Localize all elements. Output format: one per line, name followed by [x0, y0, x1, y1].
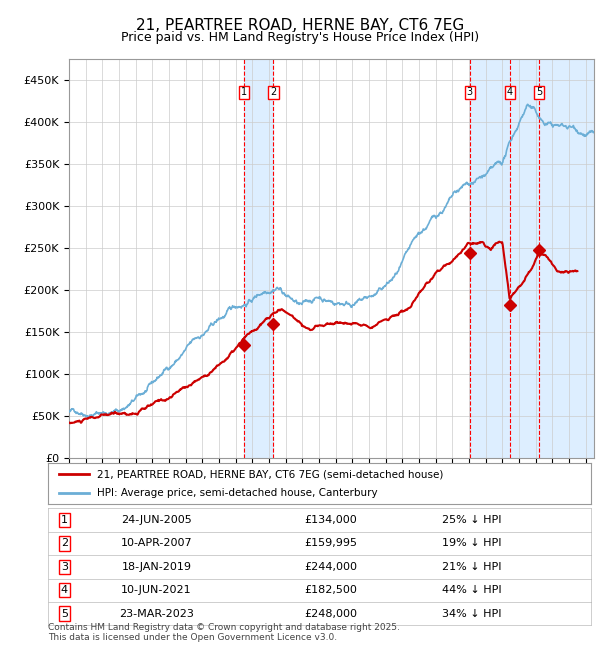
Text: 18-JAN-2019: 18-JAN-2019 — [122, 562, 191, 572]
Text: 10-APR-2007: 10-APR-2007 — [121, 538, 193, 549]
Text: Price paid vs. HM Land Registry's House Price Index (HPI): Price paid vs. HM Land Registry's House … — [121, 31, 479, 44]
Text: 4: 4 — [506, 88, 513, 97]
Bar — [509, 58, 539, 458]
Text: 3: 3 — [467, 88, 473, 97]
Text: 21, PEARTREE ROAD, HERNE BAY, CT6 7EG (semi-detached house): 21, PEARTREE ROAD, HERNE BAY, CT6 7EG (s… — [97, 469, 443, 479]
Text: £244,000: £244,000 — [304, 562, 357, 572]
Text: 21, PEARTREE ROAD, HERNE BAY, CT6 7EG: 21, PEARTREE ROAD, HERNE BAY, CT6 7EG — [136, 18, 464, 33]
Text: 4: 4 — [61, 585, 68, 595]
Text: 1: 1 — [61, 515, 68, 525]
Text: 2: 2 — [61, 538, 68, 549]
Bar — [244, 58, 274, 458]
Text: 23-MAR-2023: 23-MAR-2023 — [119, 608, 194, 619]
Text: 5: 5 — [536, 88, 542, 97]
Text: £248,000: £248,000 — [304, 608, 357, 619]
Text: 25% ↓ HPI: 25% ↓ HPI — [442, 515, 501, 525]
Text: £182,500: £182,500 — [304, 585, 357, 595]
Bar — [539, 58, 594, 458]
Text: 21% ↓ HPI: 21% ↓ HPI — [442, 562, 501, 572]
Text: Contains HM Land Registry data © Crown copyright and database right 2025.
This d: Contains HM Land Registry data © Crown c… — [48, 623, 400, 642]
Text: 1: 1 — [241, 88, 247, 97]
Text: 3: 3 — [61, 562, 68, 572]
Text: 5: 5 — [61, 608, 68, 619]
Text: £159,995: £159,995 — [304, 538, 357, 549]
Text: 44% ↓ HPI: 44% ↓ HPI — [442, 585, 502, 595]
Text: 24-JUN-2005: 24-JUN-2005 — [121, 515, 192, 525]
Text: 34% ↓ HPI: 34% ↓ HPI — [442, 608, 501, 619]
Text: 2: 2 — [271, 88, 277, 97]
Text: HPI: Average price, semi-detached house, Canterbury: HPI: Average price, semi-detached house,… — [97, 488, 377, 498]
Text: 10-JUN-2021: 10-JUN-2021 — [121, 585, 192, 595]
Bar — [470, 58, 509, 458]
Text: £134,000: £134,000 — [304, 515, 357, 525]
Text: 19% ↓ HPI: 19% ↓ HPI — [442, 538, 501, 549]
